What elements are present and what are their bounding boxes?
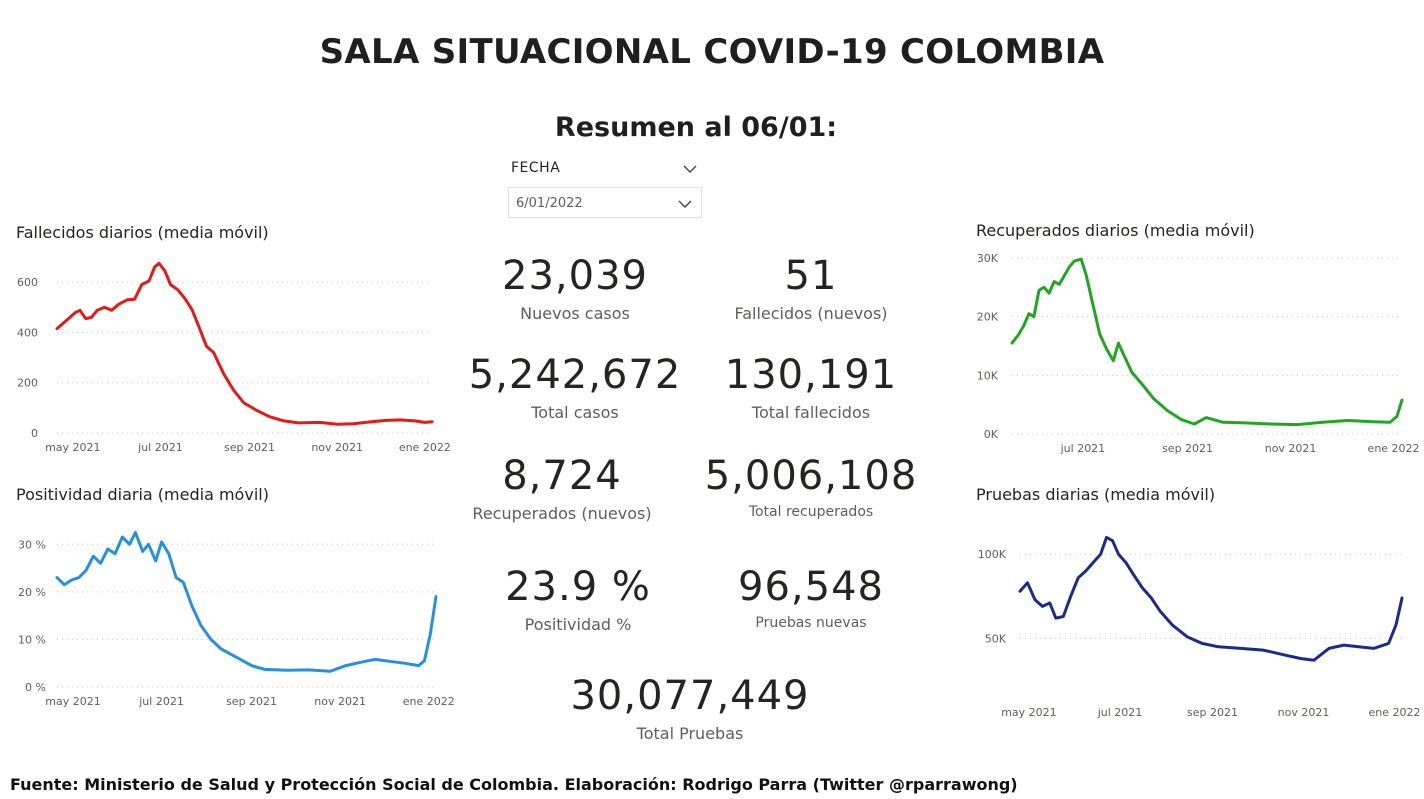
y-tick-label: 0 % <box>25 681 46 694</box>
kpi-label: Nuevos casos <box>520 304 630 323</box>
x-tick-label: nov 2021 <box>314 695 366 708</box>
series-line-fallecidos[interactable] <box>55 261 434 426</box>
y-tick-label: 100K <box>978 548 1007 561</box>
kpi-recuperados-nuevos: 8,724 Recuperados (nuevos) <box>447 454 677 523</box>
x-tick-label: sep 2021 <box>1187 706 1238 719</box>
date-slicer-value: 6/01/2022 <box>516 196 583 211</box>
y-tick-label: 50K <box>985 632 1007 645</box>
x-tick-label: may 2021 <box>45 695 100 708</box>
kpi-total-pruebas: 30,077,449 Total Pruebas <box>540 674 840 743</box>
kpi-label: Pruebas nuevas <box>755 615 867 631</box>
kpi-value: 5,242,672 <box>468 352 682 398</box>
x-tick-label: sep 2021 <box>1162 442 1213 455</box>
x-tick-label: ene 2022 <box>399 441 451 454</box>
kpi-positividad: 23.9 % Positividad % <box>463 565 693 634</box>
y-tick-label: 10 % <box>18 633 46 646</box>
kpi-fallecidos-nuevos: 51 Fallecidos (nuevos) <box>696 254 926 323</box>
x-tick-label: sep 2021 <box>224 441 275 454</box>
kpi-pruebas-nuevas: 96,548 Pruebas nuevas <box>696 565 926 631</box>
x-tick-label: may 2021 <box>1001 706 1056 719</box>
kpi-value: 30,077,449 <box>570 673 810 719</box>
chart-title-pruebas: Pruebas diarias (media móvil) <box>976 485 1216 504</box>
summary-subtitle: Resumen al 06/01: <box>554 112 838 143</box>
kpi-label: Positividad % <box>524 615 632 634</box>
kpi-label: Total casos <box>531 403 619 422</box>
chevron-down-icon[interactable] <box>682 161 698 177</box>
chevron-down-icon[interactable] <box>677 196 693 212</box>
kpi-label: Recuperados (nuevos) <box>472 504 652 523</box>
kpi-value: 5,006,108 <box>704 453 918 499</box>
kpi-total-casos: 5,242,672 Total casos <box>460 353 690 422</box>
chart-title-fallecidos: Fallecidos diarios (media móvil) <box>16 223 269 242</box>
y-tick-label: 10K <box>977 369 999 382</box>
source-footer: Fuente: Ministerio de Salud y Protección… <box>10 775 1018 794</box>
x-tick-label: ene 2022 <box>1368 442 1420 455</box>
y-tick-label: 20K <box>977 311 999 324</box>
kpi-value: 96,548 <box>738 564 884 610</box>
x-tick-label: jul 2021 <box>137 441 183 454</box>
kpi-label: Total Pruebas <box>636 724 744 743</box>
kpi-label: Total fallecidos <box>751 403 871 422</box>
kpi-value: 51 <box>784 253 838 299</box>
chart-pruebas[interactable]: 50K 100K may 2021 jul 2021 sep 2021 nov 2021 e… <box>0 0 1424 720</box>
kpi-value: 23.9 % <box>505 564 651 610</box>
y-tick-label: 30K <box>977 252 999 265</box>
y-tick-label: 600 <box>17 276 38 289</box>
kpi-value: 23,039 <box>502 253 648 299</box>
x-tick-label: nov 2021 <box>311 441 363 454</box>
series-line-recuperados[interactable] <box>1010 257 1404 427</box>
x-tick-label: ene 2022 <box>403 695 455 708</box>
x-tick-label: jul 2021 <box>1097 706 1143 719</box>
y-tick-label: 400 <box>17 326 38 339</box>
date-slicer-dropdown[interactable]: 6/01/2022 <box>508 187 702 218</box>
x-tick-label: sep 2021 <box>226 695 277 708</box>
kpi-nuevos-casos: 23,039 Nuevos casos <box>460 254 690 323</box>
series-line-pruebas[interactable] <box>1018 535 1404 662</box>
series-line-positividad[interactable] <box>55 530 438 673</box>
kpi-value: 130,191 <box>724 352 898 398</box>
x-tick-label: ene 2022 <box>1369 706 1421 719</box>
x-tick-label: jul 2021 <box>138 695 184 708</box>
chart-fallecidos[interactable]: 0 200 400 600 may 2021 jul 2021 sep 2021 nov 20… <box>0 0 460 470</box>
chart-positividad[interactable]: 0 % 10 % 20 % 30 % may 2021 jul 2021 sep 2021 n… <box>0 0 460 720</box>
date-slicer-label: FECHA <box>511 160 561 176</box>
chart-recuperados[interactable]: 0K 10K 20K 30K jul 2021 sep 2021 nov 2021 ene 2… <box>0 0 1424 470</box>
page-title: SALA SITUACIONAL COVID-19 COLOMBIA <box>319 32 1105 72</box>
chart-title-positividad: Positividad diaria (media móvil) <box>16 485 269 504</box>
y-tick-label: 0K <box>984 428 999 441</box>
kpi-label: Total recuperados <box>748 504 874 520</box>
y-tick-label: 20 % <box>18 586 46 599</box>
kpi-total-recuperados: 5,006,108 Total recuperados <box>696 454 926 520</box>
y-tick-label: 0 <box>31 427 38 440</box>
y-tick-label: 200 <box>17 377 38 390</box>
y-tick-label: 30 % <box>18 538 46 551</box>
kpi-total-fallecidos: 130,191 Total fallecidos <box>696 353 926 422</box>
kpi-label: Fallecidos (nuevos) <box>734 304 888 323</box>
kpi-value: 8,724 <box>502 453 622 499</box>
x-tick-label: may 2021 <box>45 441 100 454</box>
x-tick-label: nov 2021 <box>1278 706 1330 719</box>
x-tick-label: jul 2021 <box>1060 442 1106 455</box>
x-tick-label: nov 2021 <box>1265 442 1317 455</box>
chart-title-recuperados: Recuperados diarios (media móvil) <box>976 221 1255 240</box>
